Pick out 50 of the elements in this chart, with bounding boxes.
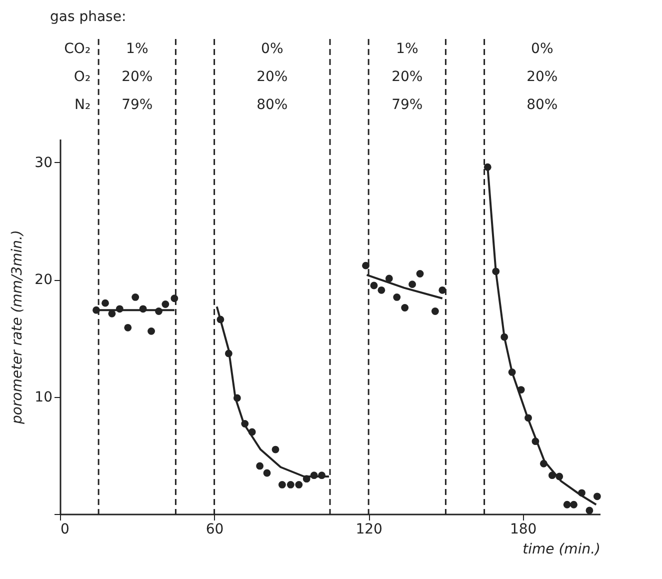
point — [362, 262, 370, 270]
point — [102, 299, 109, 307]
text: N₂ — [74, 97, 91, 113]
point — [256, 462, 264, 470]
text: 0% — [531, 41, 554, 57]
text: 0% — [261, 41, 284, 57]
text: 80% — [526, 97, 558, 113]
point — [378, 286, 386, 294]
x-tick-label: 60 — [206, 522, 224, 538]
y-tick-label: 20 — [34, 272, 52, 288]
point — [295, 481, 303, 488]
point — [408, 280, 416, 288]
x-tick-label: 120 — [356, 522, 382, 538]
point — [563, 500, 571, 508]
point — [385, 274, 393, 282]
point — [278, 481, 286, 488]
point — [393, 294, 401, 301]
text: O₂ — [74, 69, 91, 85]
text: 20% — [122, 69, 153, 85]
point — [438, 286, 446, 294]
text: 79% — [122, 97, 153, 113]
point — [263, 469, 271, 477]
x-axis-title: time (min.) — [522, 542, 600, 558]
x-tick-label: 180 — [510, 522, 537, 538]
x-tick-label: 0 — [60, 522, 70, 538]
text: gas phase: — [50, 9, 126, 25]
text: CO₂ — [64, 41, 91, 57]
y-tick-label: 30 — [34, 154, 52, 171]
text: 80% — [256, 97, 288, 113]
y-axis-title: porometer rate (mm/3min.) — [10, 230, 26, 425]
point — [272, 446, 280, 454]
text: 20% — [526, 69, 558, 85]
point — [431, 308, 439, 315]
point — [416, 270, 424, 278]
point — [570, 500, 578, 508]
text: 20% — [392, 69, 423, 85]
text: 20% — [256, 69, 288, 85]
text: 1% — [126, 41, 148, 57]
point — [132, 294, 140, 301]
y-tick-label: 10 — [34, 389, 52, 406]
point — [370, 282, 378, 290]
point — [401, 304, 409, 312]
point — [586, 506, 594, 514]
point — [148, 327, 155, 335]
text: 79% — [392, 97, 423, 113]
point — [593, 492, 601, 500]
text: 1% — [396, 41, 418, 57]
point — [286, 481, 294, 488]
point — [162, 300, 170, 308]
point — [124, 324, 132, 332]
